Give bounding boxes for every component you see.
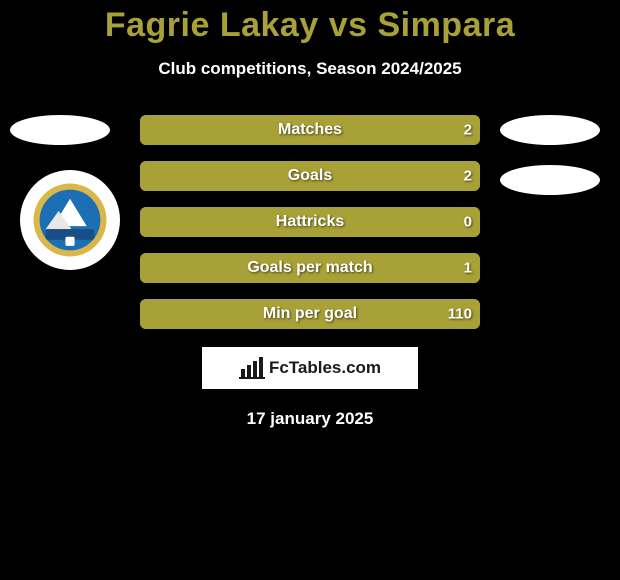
bar-label: Goals per match [247,259,372,277]
stat-bars: Matches 2 Goals 2 Hattricks 0 Goals per match 1… [140,115,480,329]
brand-box[interactable]: FcTables.com [202,347,418,389]
bar-value-right: 110 [448,306,472,323]
bar-label: Goals [288,167,332,185]
left-club-badge [20,170,120,270]
bar-value-right: 0 [464,214,472,231]
bar-value-right: 2 [464,168,472,185]
bar-value-right: 1 [464,260,472,277]
bar-chart-icon [239,357,265,379]
stat-row: Matches 2 [140,115,480,145]
stat-row: Hattricks 0 [140,207,480,237]
left-player-oval [10,115,110,145]
footer-date: 17 january 2025 [0,409,620,429]
stat-row: Goals 2 [140,161,480,191]
comparison-card: Fagrie Lakay vs Simpara Club competition… [0,0,620,429]
subtitle: Club competitions, Season 2024/2025 [0,59,620,79]
page-title: Fagrie Lakay vs Simpara [0,6,620,45]
brand-label: FcTables.com [269,358,381,378]
right-player-oval [500,115,600,145]
stat-row: Goals per match 1 [140,253,480,283]
right-player-oval [500,165,600,195]
bar-label: Min per goal [263,305,357,323]
bar-value-right: 2 [464,122,472,139]
bar-label: Matches [278,121,342,139]
pyramids-badge-icon [32,182,108,258]
stat-row: Min per goal 110 [140,299,480,329]
stats-area: Matches 2 Goals 2 Hattricks 0 Goals per match 1… [0,115,620,329]
bar-label: Hattricks [276,213,344,231]
